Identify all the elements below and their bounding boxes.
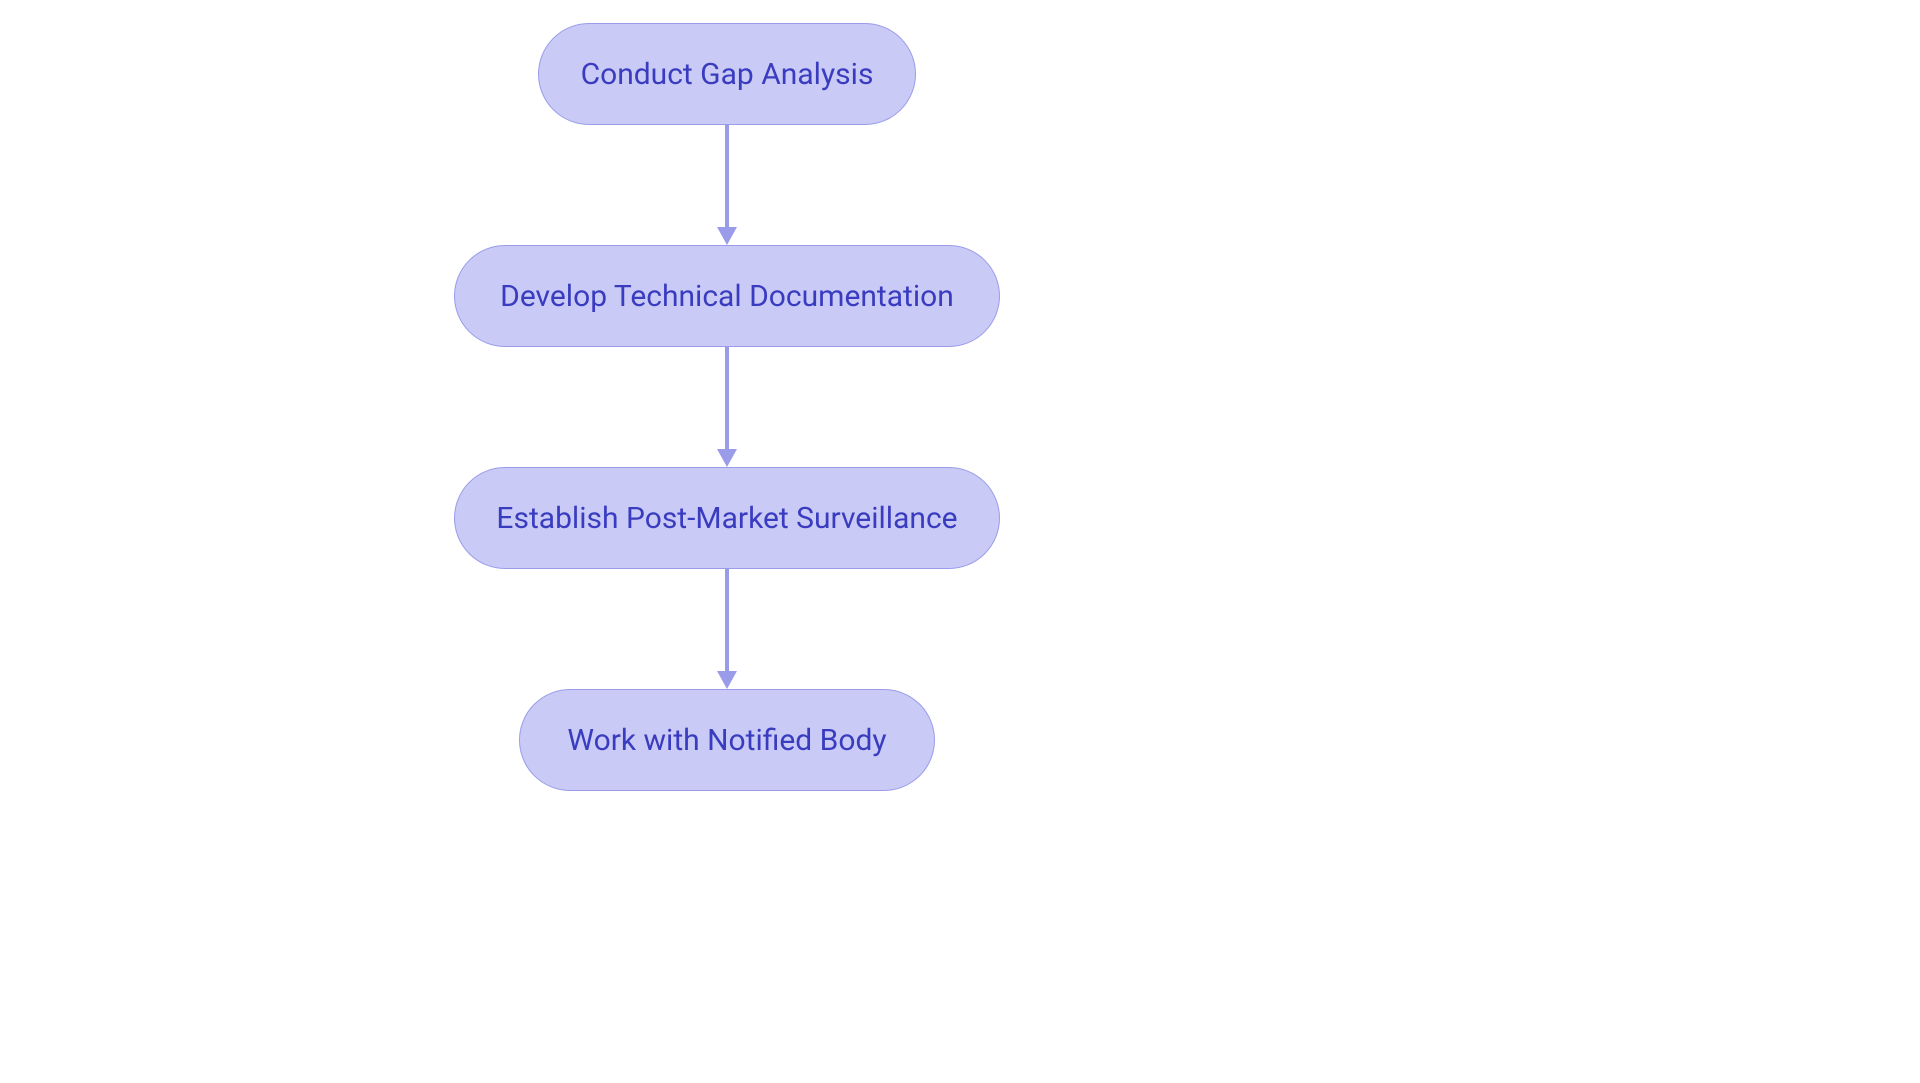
node-label: Conduct Gap Analysis — [581, 57, 874, 92]
flowchart-node-1: Conduct Gap Analysis — [538, 23, 916, 125]
flowchart-node-4: Work with Notified Body — [519, 689, 935, 791]
edge-arrowhead-1 — [717, 227, 737, 245]
edge-line-1 — [725, 125, 729, 227]
node-label: Work with Notified Body — [567, 723, 886, 758]
node-label: Develop Technical Documentation — [500, 279, 954, 314]
edge-line-2 — [725, 347, 729, 449]
flowchart-canvas: Conduct Gap Analysis Develop Technical D… — [0, 0, 1920, 1083]
edge-line-3 — [725, 569, 729, 671]
flowchart-node-2: Develop Technical Documentation — [454, 245, 1000, 347]
edge-arrowhead-3 — [717, 671, 737, 689]
edge-arrowhead-2 — [717, 449, 737, 467]
node-label: Establish Post-Market Surveillance — [496, 501, 957, 536]
flowchart-node-3: Establish Post-Market Surveillance — [454, 467, 1000, 569]
